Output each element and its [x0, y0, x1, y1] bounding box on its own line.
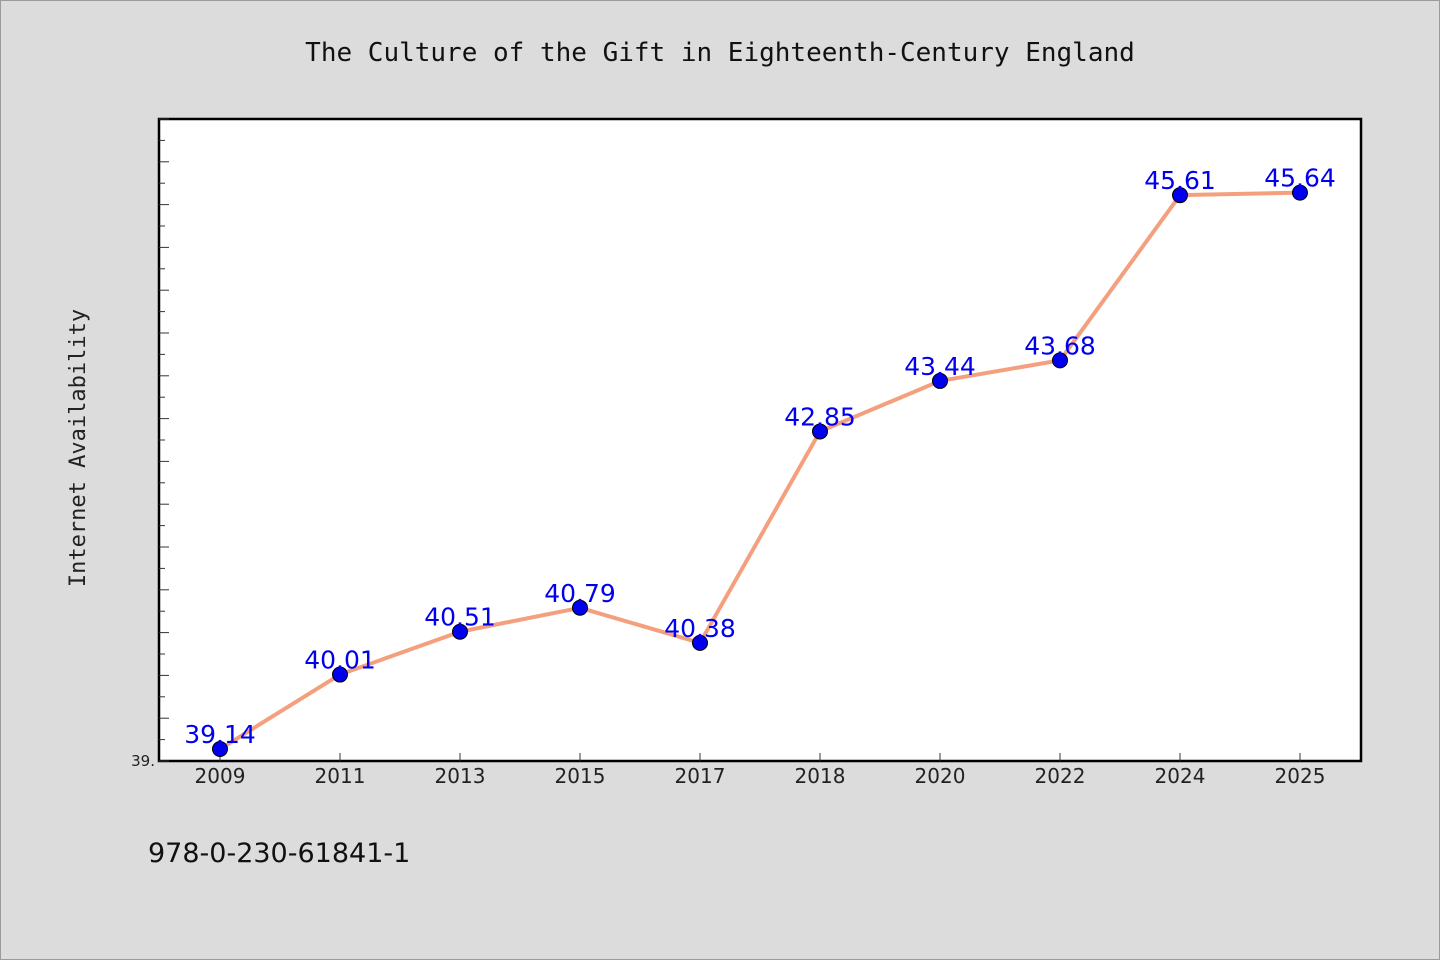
- data-label: 40.51: [424, 603, 496, 632]
- series-line: [218, 190, 1302, 752]
- series-line-group: [218, 190, 1302, 752]
- data-label: 43.44: [904, 352, 976, 381]
- data-point: [572, 599, 588, 616]
- x-tick-label: 2013: [435, 764, 486, 788]
- chart-title: The Culture of the Gift in Eighteenth-Ce…: [305, 38, 1135, 68]
- x-tick-label: 2020: [915, 764, 966, 788]
- data-label: 43.68: [1024, 331, 1096, 360]
- x-axis-ticks: 2009 2011 2013 2015 2017 2018 2020 2022 2024 2025: [195, 753, 1326, 788]
- data-label: 42.85: [784, 402, 856, 431]
- data-point: [932, 372, 948, 389]
- data-label: 39.14: [184, 720, 256, 749]
- data-point: [1292, 184, 1308, 201]
- data-label: 45.61: [1144, 166, 1216, 195]
- data-point: [212, 741, 228, 758]
- data-point: [332, 666, 348, 683]
- x-tick-label: 2011: [315, 764, 366, 788]
- y-tick-label: 39.: [131, 752, 155, 770]
- y-axis-label: Internet Availability: [66, 309, 91, 587]
- data-markers: [212, 184, 1308, 758]
- x-tick-label: 2015: [555, 764, 606, 788]
- data-point: [1052, 352, 1068, 369]
- data-label: 40.79: [544, 579, 616, 608]
- plot-area: [157, 117, 1363, 763]
- data-point: [1172, 187, 1188, 204]
- x-tick-label: 2022: [1035, 764, 1086, 788]
- data-point: [692, 634, 708, 651]
- x-tick-label: 2018: [795, 764, 846, 788]
- isbn-footer: 978-0-230-61841-1: [148, 838, 410, 869]
- data-point: [452, 623, 468, 640]
- data-label: 40.01: [304, 646, 376, 675]
- y-axis-ticks: 39.: [131, 118, 169, 770]
- x-tick-label: 2009: [195, 764, 246, 788]
- x-tick-label: 2024: [1155, 764, 1206, 788]
- x-tick-label: 2017: [675, 764, 726, 788]
- x-tick-label: 2025: [1275, 764, 1326, 788]
- data-labels: 39.14 40.01 40.51 40.79 40.38 42.85 43.44 43.68…: [184, 164, 1336, 749]
- data-label: 45.64: [1264, 164, 1336, 193]
- data-label: 40.38: [664, 614, 736, 643]
- data-point: [812, 423, 828, 440]
